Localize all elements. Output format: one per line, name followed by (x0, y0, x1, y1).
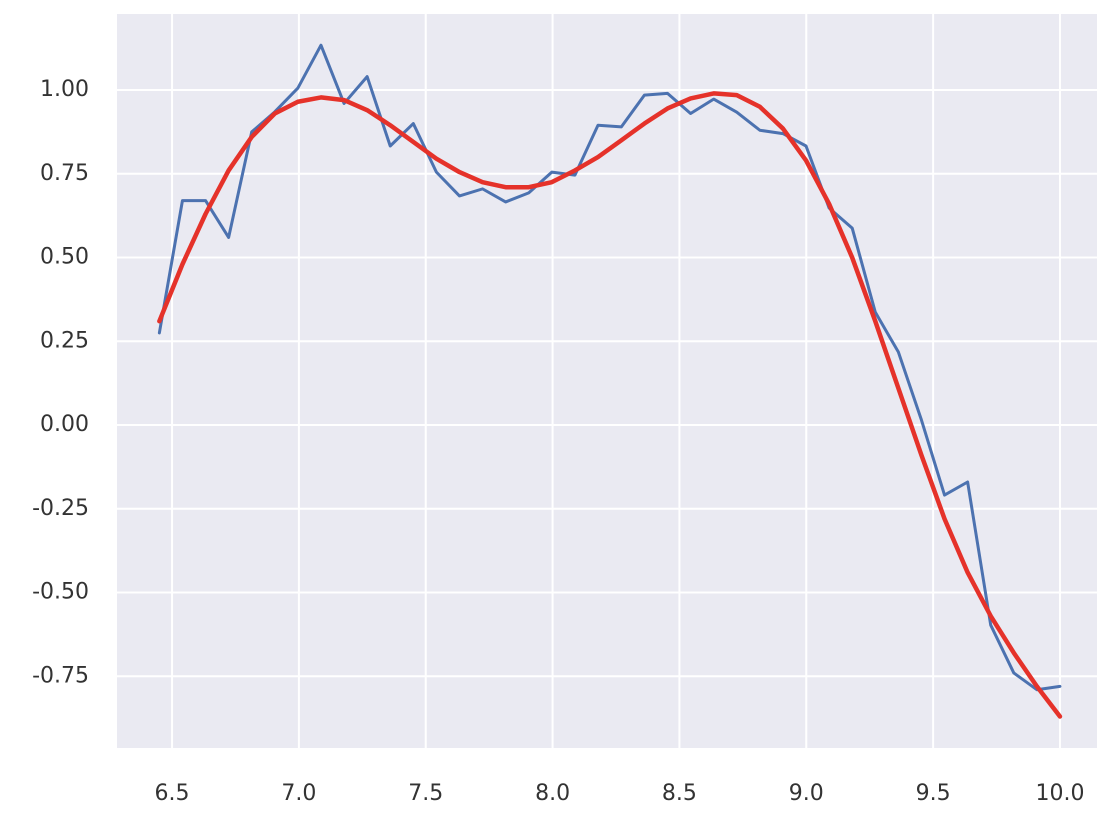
line (157, 91, 1063, 719)
y-tick-label: -0.50 (32, 580, 89, 605)
y-tick-label: 0.75 (40, 161, 89, 186)
y-tick-label: -0.75 (32, 663, 89, 688)
line (157, 43, 1062, 692)
x-tick-label: 9.5 (916, 781, 951, 806)
y-tick-label: 0.00 (40, 412, 89, 437)
x-tick-label: 8.0 (535, 781, 570, 806)
x-tick-label: 6.5 (155, 781, 190, 806)
x-tick-label: 7.0 (281, 781, 316, 806)
y-tick-label: 0.50 (40, 245, 89, 270)
y-tick-label: -0.25 (32, 496, 89, 521)
y-tick-label: 1.00 (40, 77, 89, 102)
x-tick-label: 8.5 (662, 781, 697, 806)
x-tick-label: 9.0 (789, 781, 824, 806)
y-tick-label: 0.25 (40, 328, 89, 353)
x-tick-label: 7.5 (408, 781, 443, 806)
x-tick-label: 10.0 (1035, 781, 1084, 806)
